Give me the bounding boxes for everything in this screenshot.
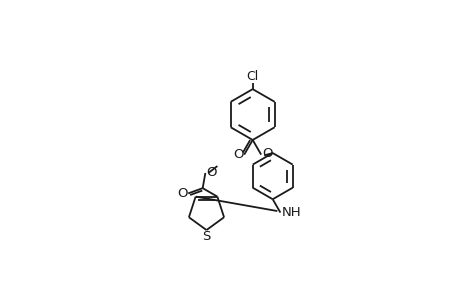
Text: O: O (233, 148, 244, 161)
Text: O: O (177, 187, 188, 200)
Text: NH: NH (281, 206, 300, 219)
Text: O: O (262, 147, 272, 161)
Text: O: O (206, 166, 216, 179)
Text: Cl: Cl (246, 70, 258, 83)
Text: S: S (202, 230, 210, 244)
